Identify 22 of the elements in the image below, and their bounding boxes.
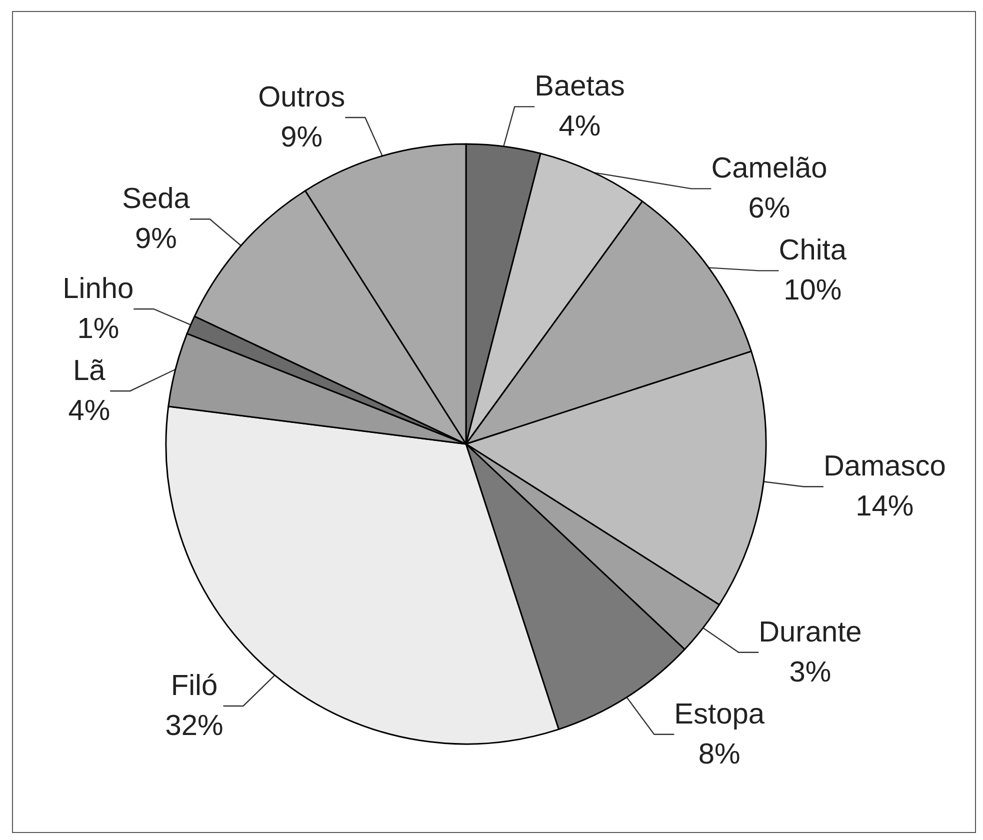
slice-label: Estopa (674, 698, 766, 730)
data-label: 9% (135, 223, 177, 256)
data-label: 10% (784, 274, 842, 307)
slice-label: Linho (62, 272, 134, 305)
data-label: 32% (165, 710, 224, 742)
slice-label: Baetas (534, 70, 625, 103)
slice-label: Camelão (711, 152, 828, 185)
slice-label: Damasco (823, 450, 946, 483)
data-label: 14% (856, 490, 914, 523)
data-label: 4% (558, 110, 601, 143)
slice-label: Lã (73, 354, 106, 387)
slice-label: Seda (122, 183, 191, 216)
slice-label: Outros (258, 82, 346, 114)
data-label: 1% (77, 312, 120, 345)
data-label: 4% (68, 394, 110, 427)
slice-label: Filó (170, 670, 218, 702)
slice-label: Durante (758, 616, 862, 648)
data-label: 6% (748, 192, 790, 225)
data-label: 9% (280, 122, 323, 154)
slice-label: Chita (778, 234, 848, 267)
data-label: 3% (789, 656, 832, 688)
data-label: 8% (698, 738, 740, 770)
